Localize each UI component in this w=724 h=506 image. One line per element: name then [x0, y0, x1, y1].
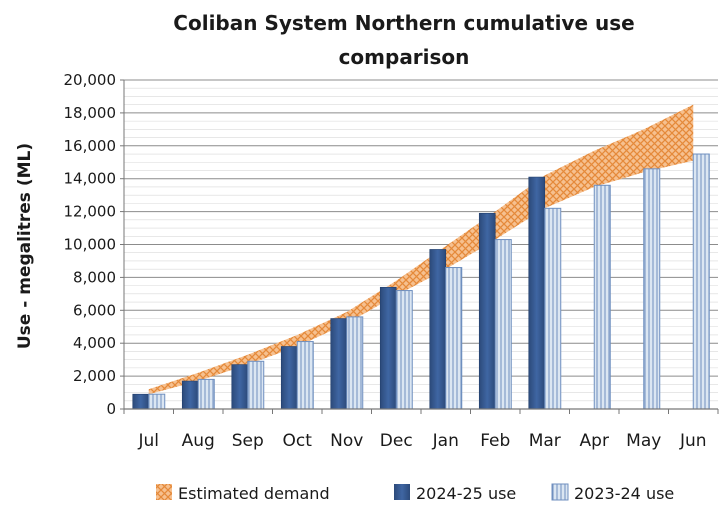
bar-2024-25-use — [330, 318, 348, 410]
x-tick-label: Jun — [679, 431, 707, 451]
bar-2024-25-use — [280, 346, 298, 410]
bar-2023-24-use — [197, 378, 215, 410]
y-tick-label: 12,000 — [64, 203, 117, 221]
bar-2023-24-use — [346, 316, 364, 410]
x-tick-label: Nov — [330, 431, 363, 451]
bar-2024-25-use — [379, 286, 397, 410]
bar-2024-25-use — [231, 364, 249, 410]
y-tick-label: 14,000 — [64, 170, 117, 188]
bar-2023-24-use — [296, 341, 314, 410]
legend-label-2023-24-use: 2023-24 use — [574, 484, 674, 503]
bars — [132, 153, 710, 410]
x-tick-label: Feb — [480, 431, 510, 451]
estimated-demand-area — [148, 104, 694, 395]
y-axis-label: Use - megalitres (ML) — [15, 143, 35, 349]
bar-2023-24-use — [247, 360, 265, 410]
y-tick-label: 2,000 — [73, 367, 116, 385]
bar-2023-24-use — [395, 290, 413, 410]
y-tick-label: 6,000 — [73, 301, 116, 319]
bar-2024-25-use — [478, 212, 496, 410]
y-tick-label: 18,000 — [64, 104, 117, 122]
x-tick-label: Jul — [137, 431, 159, 451]
bar-2023-24-use — [692, 153, 710, 410]
bar-2023-24-use — [643, 168, 661, 410]
bar-2023-24-use — [148, 393, 166, 410]
x-axis-ticks: Jul Aug Sep Oct Nov Dec Jan Feb Mar Apr May Jun — [123, 409, 719, 451]
y-tick-label: 10,000 — [64, 236, 117, 254]
chart-title-line-2: comparison — [339, 45, 470, 69]
y-tick-label: 16,000 — [64, 137, 117, 155]
legend-label-2024-25-use: 2024-25 use — [416, 484, 516, 503]
x-tick-label: Dec — [380, 431, 413, 451]
legend-label-estimated-demand: Estimated demand — [178, 484, 330, 503]
legend-swatch-2024-25-use — [394, 484, 410, 500]
bar-2023-24-use — [494, 239, 512, 410]
bar-2024-25-use — [132, 393, 150, 410]
y-tick-label: 0 — [106, 400, 116, 418]
x-tick-label: Jan — [432, 431, 459, 451]
chart-title-line-1: Coliban System Northern cumulative use — [173, 11, 634, 35]
legend-swatch-2023-24-use — [551, 483, 569, 501]
x-tick-label: Oct — [283, 431, 313, 451]
x-tick-label: Mar — [529, 431, 561, 451]
bar-2023-24-use — [445, 267, 463, 410]
x-tick-label: May — [626, 431, 661, 451]
x-tick-label: Aug — [182, 431, 215, 451]
bar-2024-25-use — [181, 380, 199, 410]
y-tick-label: 4,000 — [73, 334, 116, 352]
estimated-demand-band — [148, 104, 694, 395]
y-tick-label: 8,000 — [73, 268, 116, 286]
legend-swatch-estimated-demand — [156, 484, 172, 500]
bar-2023-24-use — [593, 184, 611, 410]
bar-2023-24-use — [544, 207, 562, 410]
bar-2024-25-use — [528, 176, 546, 410]
legend: Estimated demand 2024-25 use 2023-24 use — [156, 483, 674, 503]
bar-2024-25-use — [429, 249, 447, 410]
x-tick-label: Apr — [580, 431, 609, 451]
gridlines — [124, 79, 718, 410]
y-axis-ticks: 0 2,000 4,000 6,000 8,000 10,000 12,000 14,000 1… — [64, 71, 124, 418]
x-tick-label: Sep — [232, 431, 264, 451]
y-tick-label: 20,000 — [64, 71, 117, 89]
